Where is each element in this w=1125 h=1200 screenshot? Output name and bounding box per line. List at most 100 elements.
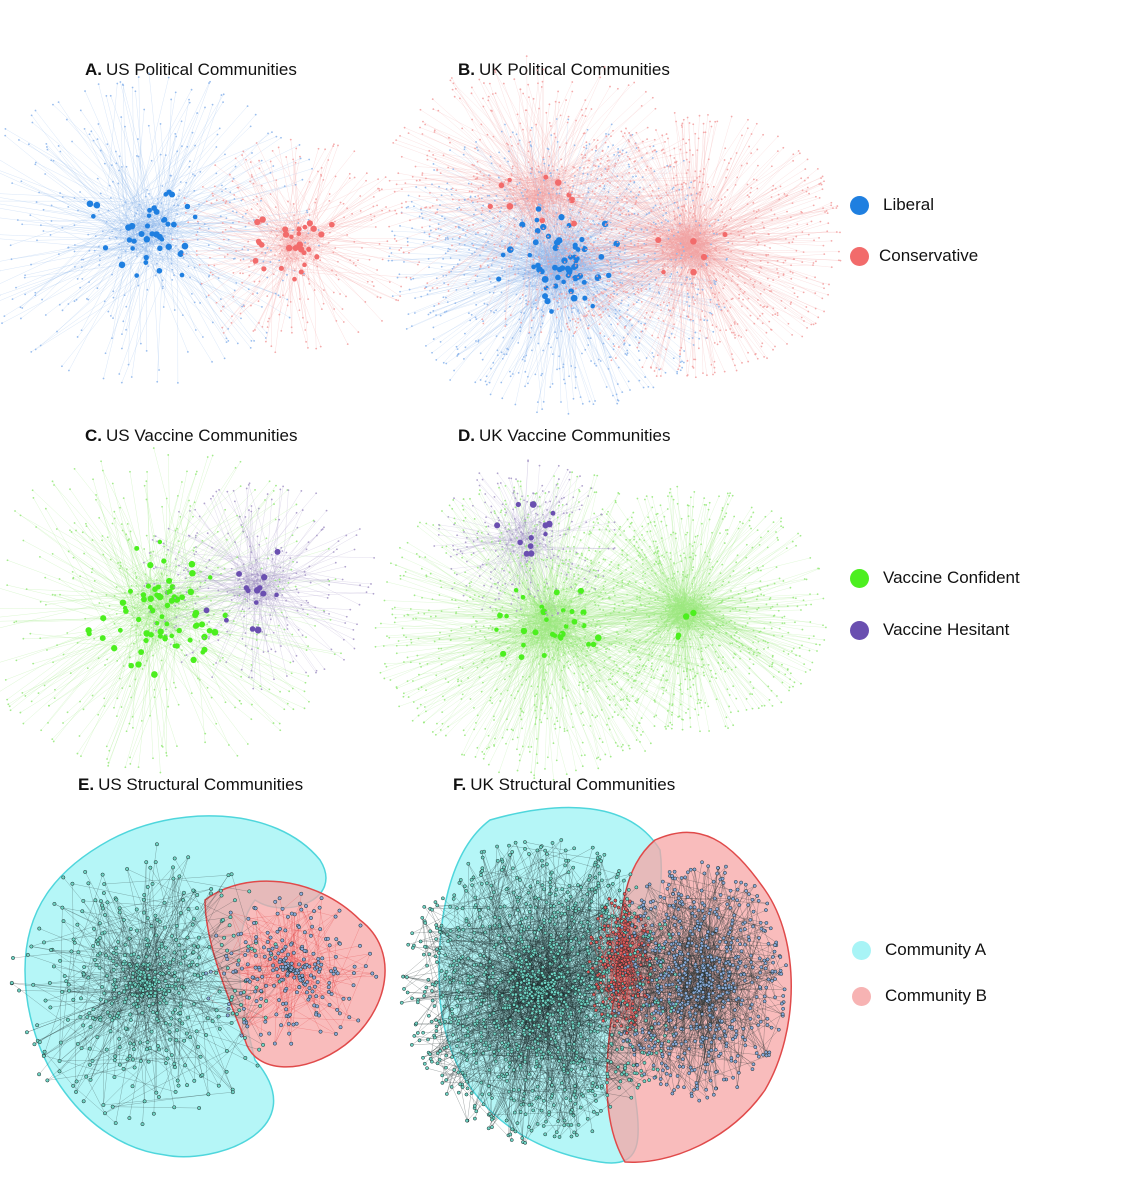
network-node [256, 292, 259, 295]
network-edge [693, 192, 751, 239]
network-edge [692, 178, 802, 238]
network-edge [316, 240, 354, 264]
network-edge [682, 248, 689, 254]
network-edge [466, 207, 528, 285]
network-node [592, 220, 595, 222]
network-node [45, 142, 48, 145]
network-edge [556, 229, 582, 261]
network-edge [662, 236, 687, 270]
network-edge [644, 234, 687, 319]
network-node [500, 351, 503, 354]
network-edge [586, 230, 702, 255]
network-node [118, 169, 120, 172]
network-node [451, 187, 454, 190]
network-node [469, 196, 472, 199]
network-edge [86, 215, 154, 299]
network-edge [483, 194, 572, 324]
network-node [537, 198, 540, 200]
network-node [288, 316, 291, 319]
network-edge [98, 237, 152, 247]
network-edge [515, 201, 609, 310]
network-edge [131, 197, 184, 258]
network-edge [536, 154, 615, 265]
network-edge [685, 251, 694, 368]
network-node [612, 394, 614, 397]
network-node [519, 330, 522, 333]
network-edge [169, 221, 266, 339]
network-edge [546, 260, 557, 277]
network-edge [484, 269, 548, 304]
network-node [471, 242, 474, 245]
network-node [504, 318, 507, 320]
network-node [184, 211, 187, 214]
network-edge [570, 220, 686, 268]
network-edge [574, 214, 630, 270]
network-edge [504, 199, 565, 275]
network-edge [509, 189, 511, 217]
network-node [296, 231, 302, 237]
network-edge [543, 258, 727, 274]
network-node [393, 237, 396, 240]
network-edge [35, 162, 145, 218]
network-node [659, 202, 662, 205]
network-node [333, 143, 335, 146]
network-node [564, 231, 566, 234]
network-node [625, 198, 628, 200]
network-edge [521, 197, 632, 244]
network-node [662, 226, 665, 228]
network-node [688, 226, 691, 229]
network-node [370, 219, 373, 221]
network-node [252, 182, 255, 185]
network-node [498, 220, 501, 223]
network-edge [570, 201, 670, 257]
network-edge [263, 171, 319, 258]
network-node [564, 181, 566, 184]
network-node [224, 153, 226, 156]
network-node [532, 255, 534, 257]
network-edge [124, 257, 155, 296]
network-edge [659, 207, 697, 246]
network-node [588, 143, 591, 145]
network-node [285, 257, 288, 260]
network-edge [531, 169, 574, 252]
network-node [217, 277, 220, 280]
network-edge [668, 238, 678, 310]
network-node [458, 243, 461, 245]
network-node [597, 165, 600, 168]
network-node [540, 315, 543, 318]
network-edge [681, 146, 750, 251]
network-node [194, 209, 196, 212]
network-edge [690, 233, 704, 245]
network-node [115, 150, 117, 153]
network-edge [694, 184, 736, 243]
network-edge [481, 198, 561, 262]
network-edge [690, 189, 773, 254]
network-edge [136, 201, 175, 206]
network-node [426, 293, 429, 296]
network-edge [677, 229, 745, 284]
network-edge [167, 151, 178, 209]
network-node [609, 201, 611, 204]
network-node [553, 274, 555, 277]
network-edge [642, 243, 703, 368]
network-edge [274, 254, 291, 262]
network-edge [682, 245, 720, 293]
network-node [327, 242, 330, 244]
network-edge [714, 150, 799, 238]
network-node [462, 358, 465, 360]
network-edge [666, 240, 670, 303]
network-edge [194, 209, 288, 235]
network-edge [250, 242, 310, 306]
network-edge [452, 238, 550, 252]
network-node [221, 190, 223, 193]
network-edge [256, 142, 300, 231]
network-node [395, 212, 398, 215]
network-edge [546, 115, 583, 183]
network-node [473, 164, 475, 167]
network-edge [508, 261, 556, 281]
network-edge [163, 212, 308, 247]
network-edge [527, 284, 544, 287]
network-node [27, 143, 30, 146]
network-node [474, 233, 477, 236]
network-node [603, 187, 606, 190]
